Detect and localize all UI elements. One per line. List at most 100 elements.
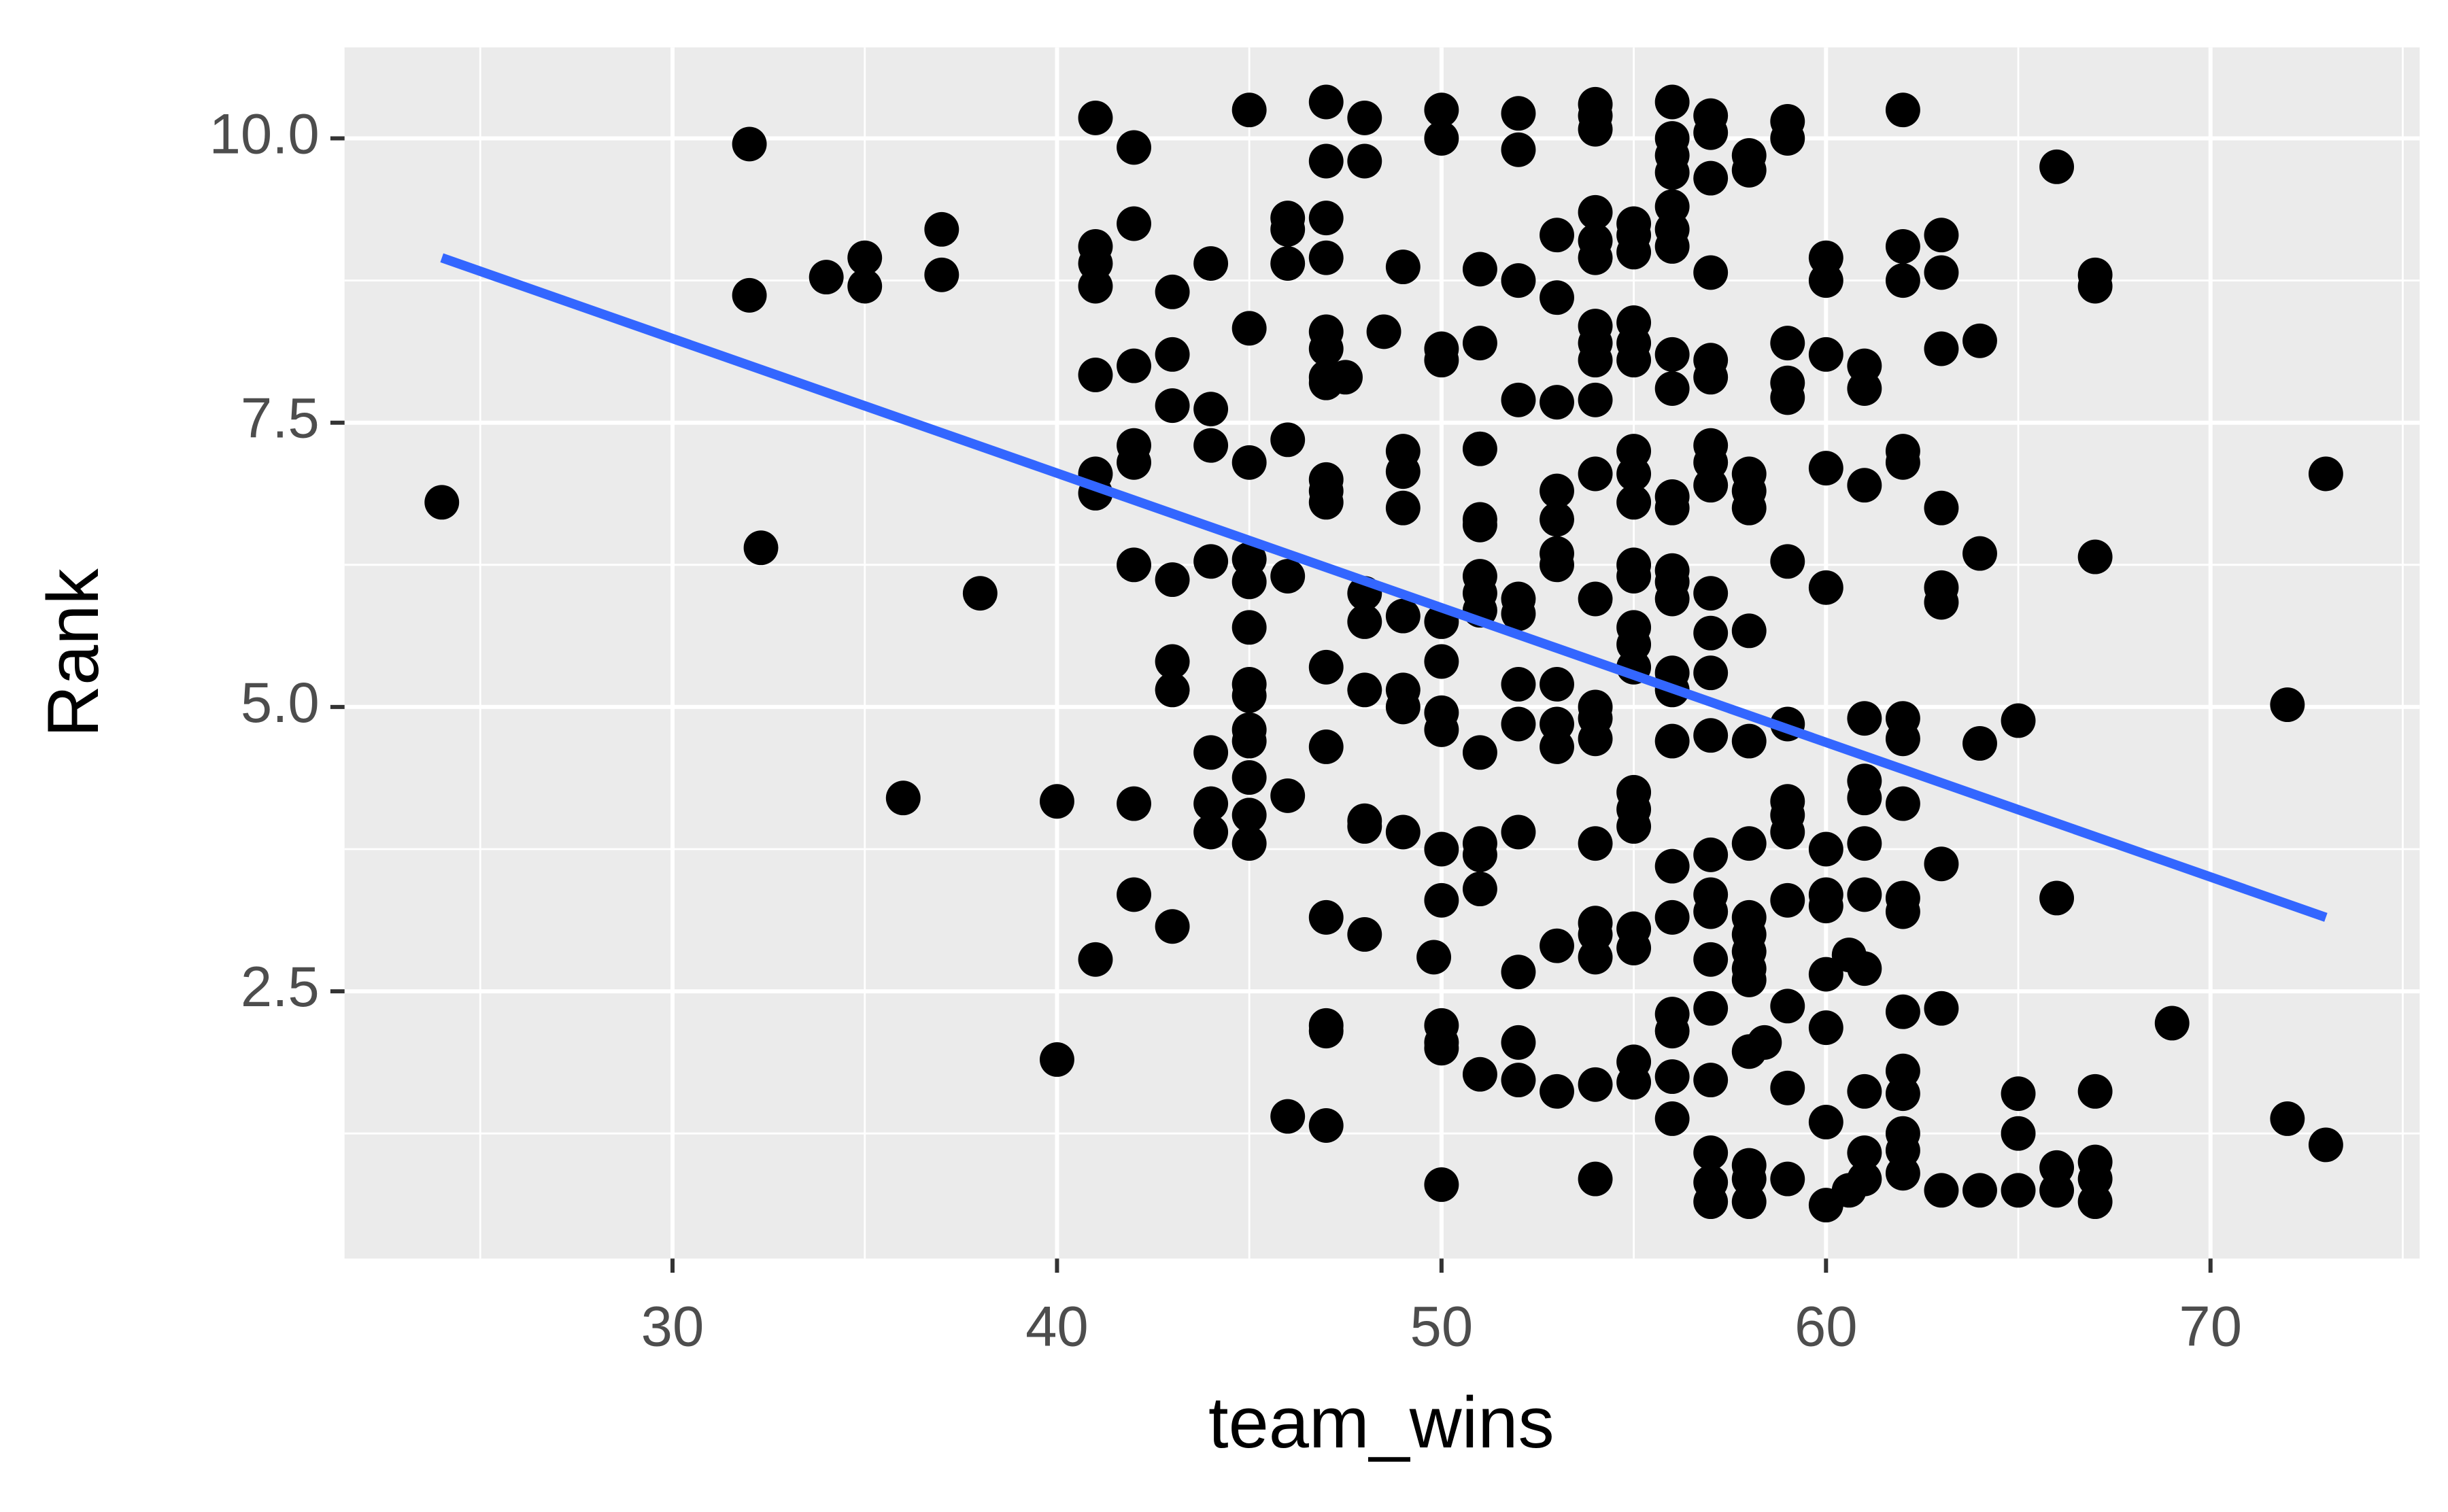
- fit-line: [440, 253, 2328, 922]
- point: [2077, 269, 2113, 304]
- point: [1770, 380, 1805, 415]
- point: [1924, 331, 1959, 366]
- point: [885, 780, 921, 816]
- point: [1578, 382, 1613, 417]
- point: [1078, 100, 1113, 135]
- point: [1424, 882, 1459, 918]
- point: [1885, 786, 1920, 821]
- point: [1654, 155, 1690, 190]
- point: [1308, 899, 1344, 935]
- plot-panel: [344, 47, 2420, 1259]
- point: [1193, 544, 1229, 579]
- point: [1231, 610, 1267, 645]
- point: [1885, 994, 1920, 1029]
- point: [1885, 721, 1920, 757]
- point: [1117, 786, 1151, 821]
- point: [1693, 1135, 1729, 1171]
- point: [1424, 712, 1459, 747]
- point: [2039, 880, 2075, 916]
- point: [1308, 485, 1344, 520]
- point: [1770, 989, 1805, 1024]
- point: [2077, 1073, 2113, 1109]
- point: [1039, 1042, 1074, 1077]
- point: [1616, 343, 1652, 378]
- point: [1616, 931, 1652, 965]
- point: [1155, 909, 1190, 944]
- point: [1747, 1025, 1782, 1060]
- point: [732, 277, 767, 313]
- point: [1731, 826, 1767, 861]
- point: [1424, 343, 1459, 378]
- point: [1193, 246, 1229, 281]
- point: [1501, 382, 1536, 417]
- point: [1347, 604, 1382, 639]
- point: [1270, 1099, 1306, 1134]
- point: [1231, 797, 1267, 833]
- point: [1808, 1010, 1843, 1046]
- point: [1462, 252, 1497, 287]
- point: [1731, 152, 1767, 188]
- point: [1770, 544, 1805, 579]
- point: [1693, 468, 1729, 503]
- point: [1501, 96, 1536, 131]
- y-tick-label: 10.0: [209, 103, 320, 166]
- point: [1616, 559, 1652, 594]
- point: [1693, 1063, 1729, 1098]
- point: [1308, 84, 1344, 120]
- point: [924, 257, 959, 292]
- point: [1731, 723, 1767, 759]
- point: [847, 269, 883, 304]
- point: [1962, 725, 1997, 761]
- point: [1347, 917, 1382, 952]
- point: [1693, 942, 1729, 977]
- point: [1693, 837, 1729, 872]
- point: [2001, 1076, 2036, 1112]
- point: [1308, 143, 1344, 179]
- point: [1962, 323, 1997, 358]
- x-tick-label: 60: [1795, 1295, 1858, 1358]
- point: [1924, 1173, 1959, 1208]
- point: [1616, 456, 1652, 492]
- point: [1808, 831, 1843, 867]
- point: [1654, 581, 1690, 617]
- point: [1385, 689, 1421, 725]
- point: [1847, 1073, 1882, 1109]
- point: [1155, 337, 1190, 372]
- point: [1770, 814, 1805, 850]
- point: [1270, 422, 1306, 458]
- point: [1193, 814, 1229, 850]
- point: [1385, 490, 1421, 526]
- y-tick-label: 7.5: [241, 387, 320, 450]
- point: [1308, 331, 1344, 366]
- point: [1270, 211, 1306, 247]
- point: [1117, 130, 1151, 165]
- point: [1924, 255, 1959, 290]
- point: [1308, 649, 1344, 685]
- point: [1654, 848, 1690, 884]
- point: [1039, 784, 1074, 819]
- point: [2001, 1116, 2036, 1151]
- point: [1231, 92, 1267, 128]
- point: [1328, 360, 1363, 395]
- point: [1693, 115, 1729, 150]
- point: [1654, 1059, 1690, 1095]
- point: [1847, 1135, 1882, 1171]
- point: [1693, 576, 1729, 611]
- point: [1731, 613, 1767, 649]
- point: [1117, 445, 1151, 480]
- point: [1924, 991, 1959, 1026]
- point: [1847, 468, 1882, 503]
- point: [1424, 1031, 1459, 1066]
- point: [1155, 388, 1190, 424]
- point: [1308, 240, 1344, 275]
- point: [2077, 539, 2113, 574]
- point: [1847, 780, 1882, 816]
- point: [1578, 940, 1613, 975]
- point: [1347, 809, 1382, 844]
- y-tick-label: 2.5: [241, 955, 320, 1018]
- point: [1847, 951, 1882, 986]
- point: [1770, 121, 1805, 156]
- point: [1540, 385, 1574, 420]
- point: [809, 260, 844, 295]
